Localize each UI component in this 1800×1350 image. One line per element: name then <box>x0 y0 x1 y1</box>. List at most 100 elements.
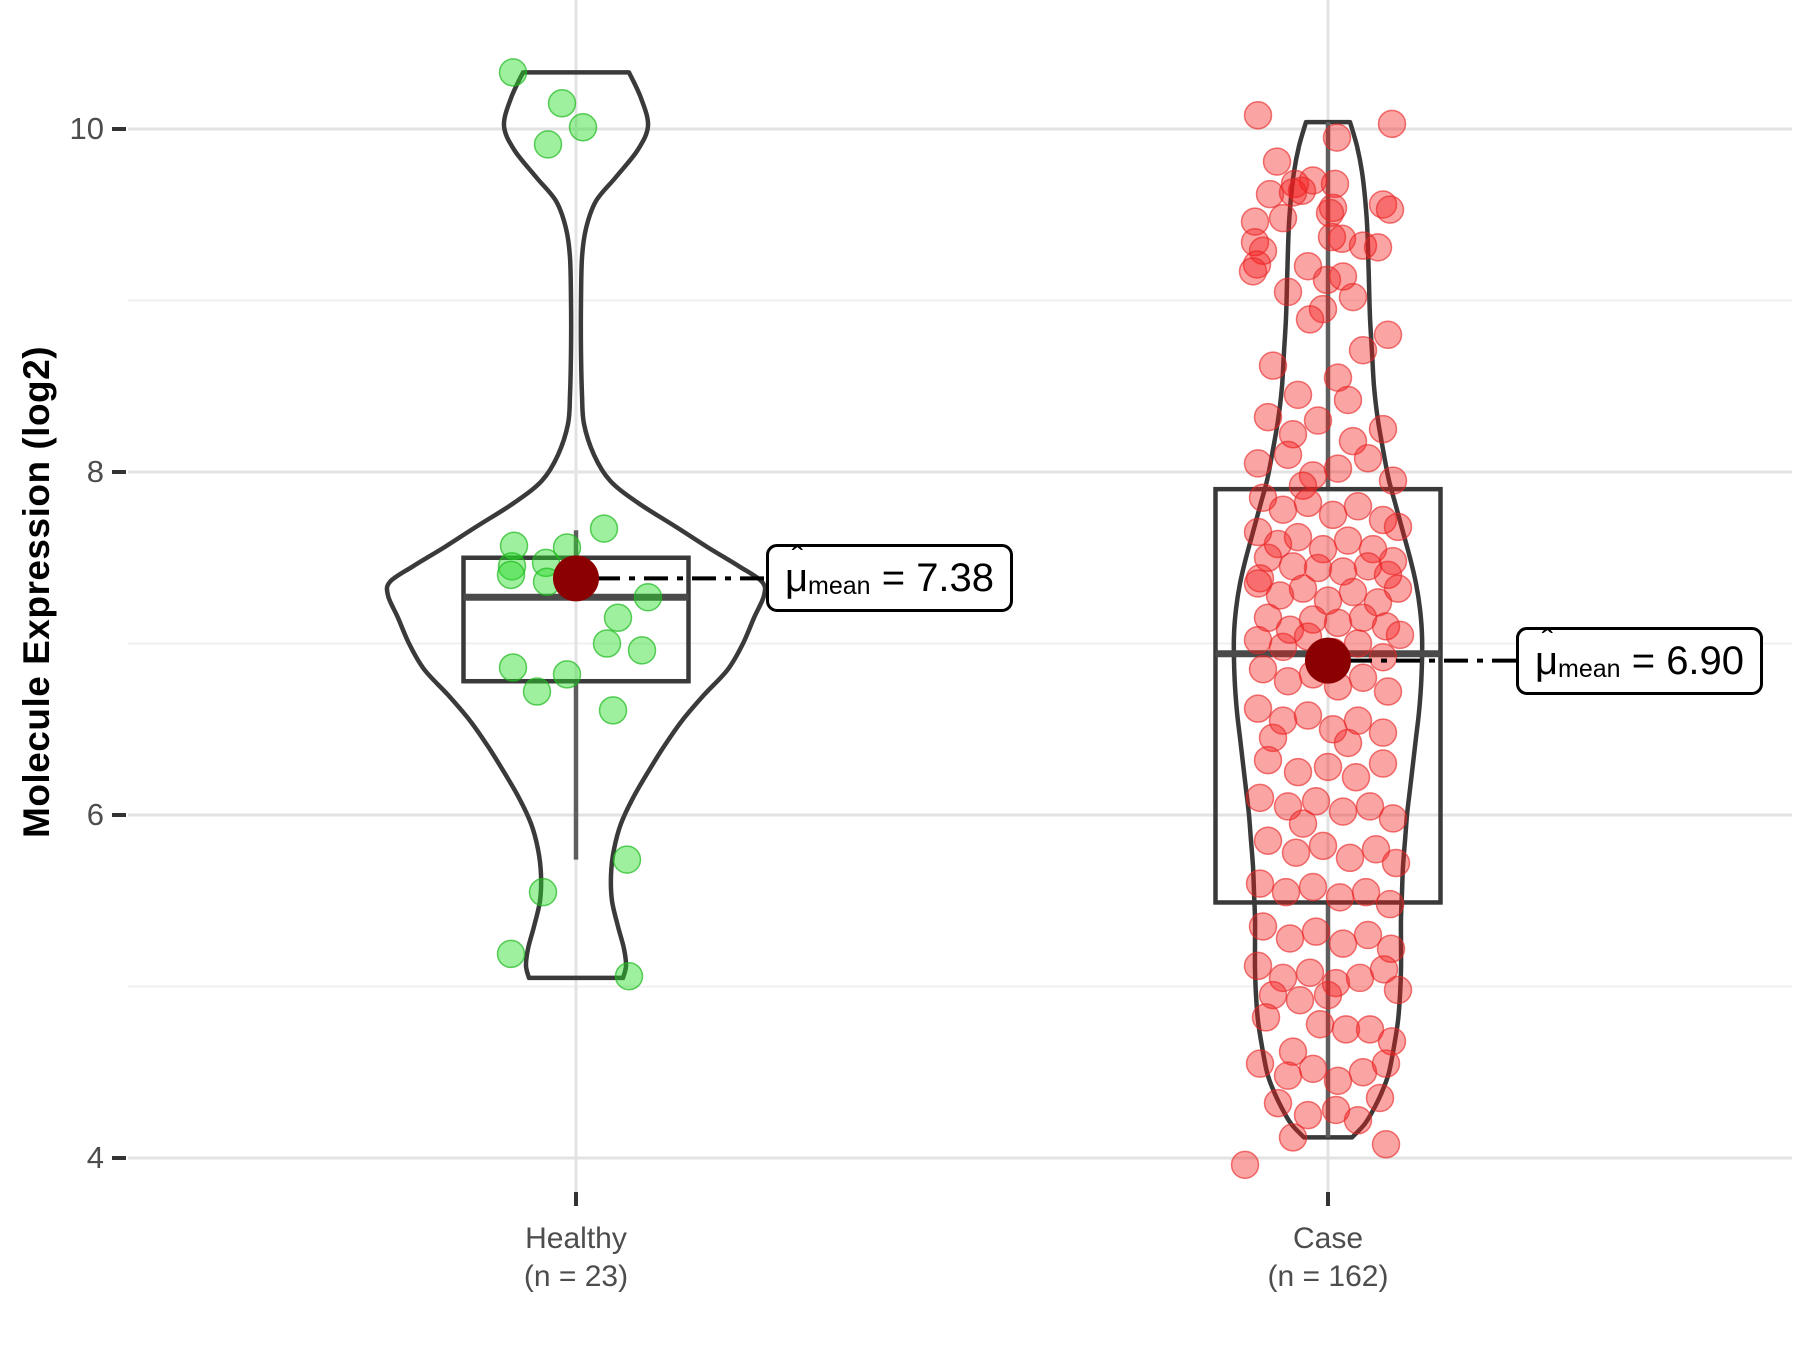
jitter-point-case <box>1333 728 1363 758</box>
jitter-point-case <box>1283 380 1313 410</box>
jitter-point-healthy <box>612 845 642 874</box>
jitter-point-case <box>1323 608 1353 638</box>
jitter-point-case <box>1253 402 1283 432</box>
jitter-point-case <box>1322 123 1352 152</box>
violin-case <box>1231 119 1425 1140</box>
x-category-label-case: Case (n = 162) <box>1168 1220 1488 1296</box>
jitter-point-case <box>1318 193 1348 223</box>
mean-subscript: mean <box>808 571 871 600</box>
jitter-point-case <box>1243 449 1273 478</box>
jitter-point-case <box>1245 869 1275 898</box>
jitter-point-healthy <box>633 582 663 612</box>
jitter-point-case <box>1251 1003 1281 1032</box>
mean-value-healthy: 7.38 <box>916 555 995 600</box>
jitter-point-case <box>1273 666 1303 696</box>
jitter-point-healthy <box>528 877 558 907</box>
mean-annotation-case: ˆ μ mean = 6.90 <box>1516 625 1764 695</box>
jitter-point-case <box>1263 1088 1293 1118</box>
jitter-point-case <box>1271 877 1301 907</box>
jitter-point-case <box>1301 917 1331 946</box>
jitter-point-case <box>1318 500 1348 530</box>
jitter-point-case <box>1328 929 1358 958</box>
jitter-point-healthy <box>498 653 528 682</box>
jitter-point-case <box>1383 512 1413 542</box>
jitter-point-healthy <box>592 629 622 658</box>
jitter-point-case <box>1243 569 1273 598</box>
jitter-point-case <box>1375 195 1405 224</box>
jitter-point-case <box>1268 963 1298 993</box>
jitter-point-case <box>1268 632 1298 662</box>
jitter-point-case <box>1381 848 1411 878</box>
jitter-point-case <box>1345 963 1375 993</box>
jitter-point-case <box>1378 804 1408 833</box>
jitter-point-case <box>1320 169 1350 199</box>
jitter-point-case <box>1371 1130 1401 1159</box>
jitter-point-case <box>1230 1150 1260 1180</box>
jitter-point-case <box>1281 838 1311 867</box>
jitter-point-case <box>1343 1106 1373 1135</box>
jitter-point-case <box>1278 1123 1308 1152</box>
jitter-point-case <box>1308 831 1338 861</box>
jitter-point-case <box>1273 440 1303 470</box>
jitter-point-case <box>1248 654 1278 684</box>
jitter-point-case <box>1243 951 1273 981</box>
jitter-point-case <box>1275 615 1305 645</box>
jitter-point-case <box>1323 454 1353 483</box>
jitter-point-case <box>1371 612 1401 641</box>
jitter-point-case <box>1258 723 1288 753</box>
jitter-point-case <box>1377 1027 1407 1056</box>
jitter-point-case <box>1333 526 1363 555</box>
jitter-point-case <box>1293 701 1323 730</box>
jitter-point-case <box>1368 505 1398 535</box>
jitter-point-case <box>1243 101 1273 130</box>
jitter-point-case <box>1240 207 1270 236</box>
jitter-point-case <box>1253 826 1283 855</box>
jitter-point-case <box>1287 176 1317 205</box>
jitter-point-case <box>1258 980 1288 1010</box>
x-label-case-line2: (n = 162) <box>1267 1260 1389 1293</box>
jitter-point-case <box>1363 233 1393 262</box>
jitter-point-healthy <box>627 636 657 665</box>
jitter-point-case <box>1343 629 1373 658</box>
jitter-point-case <box>1373 320 1403 350</box>
jitter-point-case <box>1275 924 1305 953</box>
jitter-point-case <box>1361 835 1391 864</box>
jitter-point-case <box>1353 444 1383 473</box>
mean-annotation-healthy: ˆ μ mean = 7.38 <box>766 542 1014 612</box>
jitter-point-case <box>1298 872 1328 902</box>
jitter-point-healthy <box>603 603 633 633</box>
jitter-point-case <box>1383 574 1413 603</box>
jitter-point-case <box>1248 912 1278 941</box>
x-label-case-line1: Case <box>1292 1222 1364 1255</box>
jitter-point-case <box>1288 809 1318 838</box>
jitter-point-case <box>1351 877 1381 907</box>
x-category-label-healthy: Healthy (n = 23) <box>416 1220 736 1296</box>
jitter-point-case <box>1338 282 1368 312</box>
mean-dot-healthy <box>553 555 599 602</box>
x-label-healthy-line2: (n = 23) <box>523 1260 629 1293</box>
jitter-point-case <box>1245 783 1275 813</box>
jitter-point-healthy <box>533 130 563 159</box>
mu-symbol: μ <box>1535 639 1559 683</box>
jitter-point-case <box>1278 178 1308 207</box>
mu-symbol: μ <box>785 556 809 600</box>
jitter-point-healthy <box>589 514 619 543</box>
jitter-point-healthy <box>499 531 529 560</box>
jitter-point-case <box>1368 749 1398 778</box>
jitter-point-healthy <box>614 961 644 991</box>
jitter-point-case <box>1255 179 1285 209</box>
jitter-point-healthy <box>552 660 582 689</box>
jitter-point-case <box>1298 1054 1328 1084</box>
jitter-point-case <box>1301 787 1331 816</box>
jitter-point-case <box>1331 1015 1361 1044</box>
jitter-point-case <box>1365 1083 1395 1113</box>
jitter-point-healthy <box>522 677 552 706</box>
jitter-point-case <box>1378 466 1408 495</box>
y-tick-label-4: 4 <box>86 1140 104 1175</box>
jitter-point-case <box>1305 1009 1335 1039</box>
jitter-point-case <box>1348 1058 1378 1087</box>
